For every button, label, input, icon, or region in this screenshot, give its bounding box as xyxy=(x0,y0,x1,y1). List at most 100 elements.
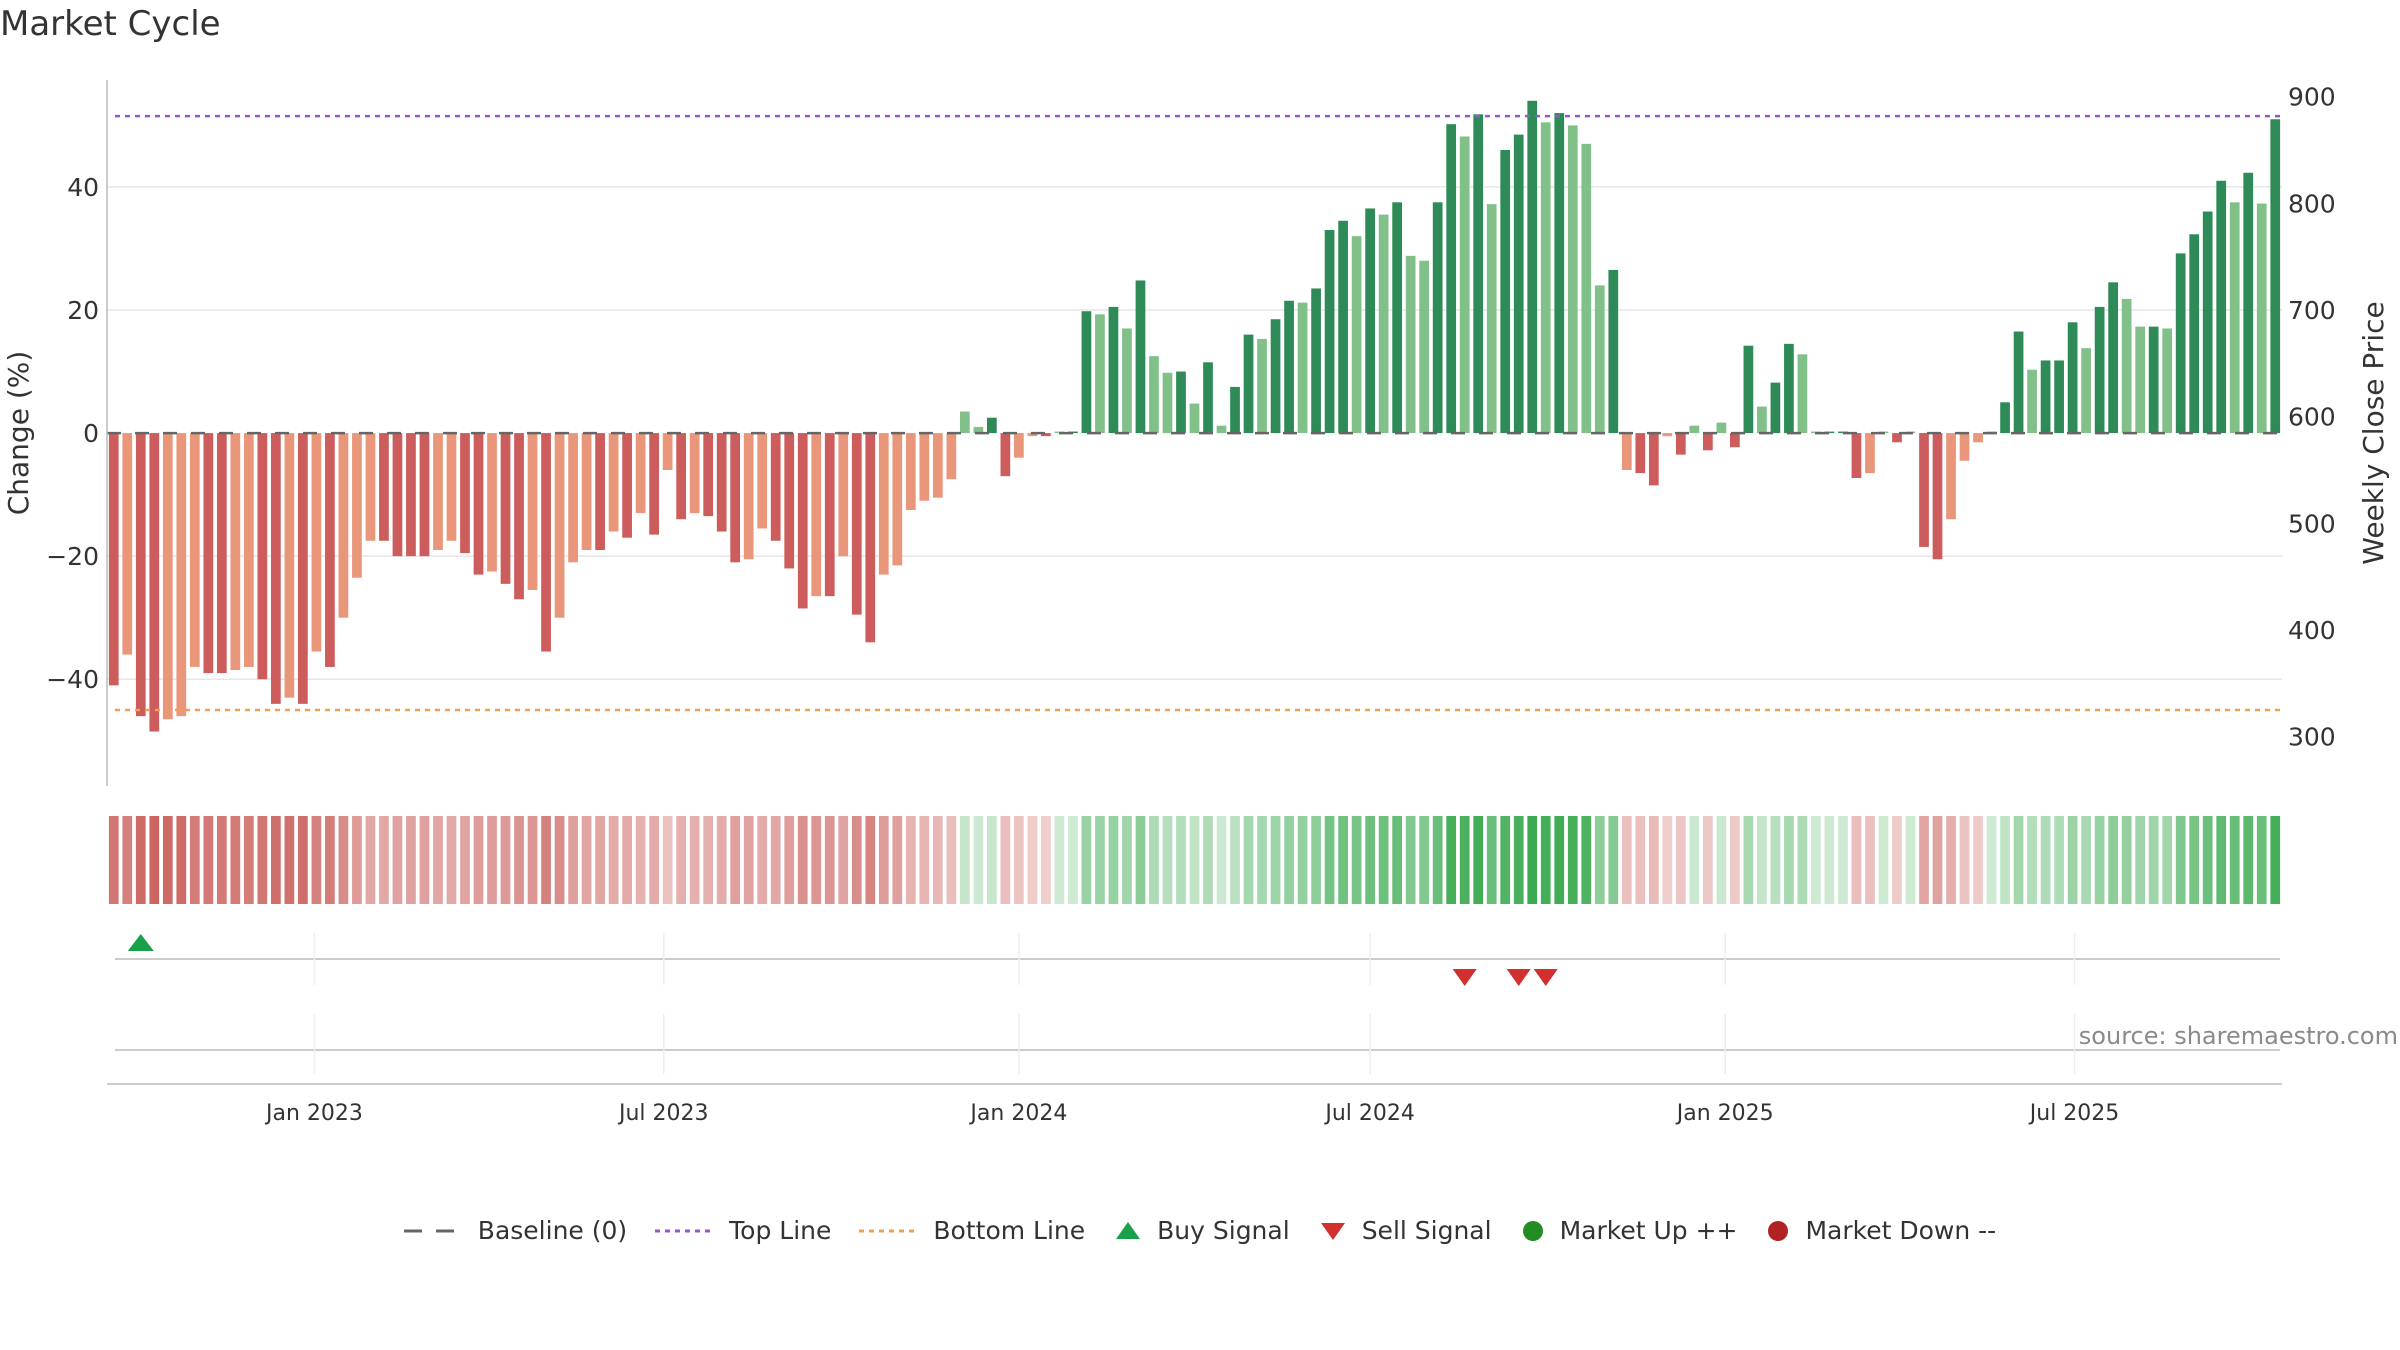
heat-cell xyxy=(1594,816,1605,904)
legend-label-baseline: Baseline (0) xyxy=(477,1216,628,1245)
heat-cell xyxy=(1311,816,1321,904)
chart-bar xyxy=(608,433,619,532)
heat-cell xyxy=(1284,816,1294,904)
chart-bar xyxy=(946,433,957,480)
heat-cell xyxy=(946,816,957,904)
heat-cell xyxy=(257,816,268,904)
chart-bar xyxy=(1784,343,1794,434)
chart-bar xyxy=(2175,253,2186,434)
chart-bar xyxy=(338,433,349,618)
chart-bar xyxy=(1892,433,1902,443)
chart-bar xyxy=(1554,113,1565,434)
legend-label-top-line: Top Line xyxy=(729,1216,832,1245)
heat-cell xyxy=(2081,816,2091,904)
chart-bar xyxy=(1365,208,1375,434)
chart-bar xyxy=(676,433,687,520)
heat-cell xyxy=(2000,816,2010,904)
chart-bar xyxy=(1946,433,1956,520)
sell-signal-marker xyxy=(1533,969,1558,986)
heat-cell xyxy=(433,816,443,904)
chart-bar xyxy=(595,433,605,550)
heat-cell xyxy=(2148,816,2159,904)
top-line-swatch-icon xyxy=(655,1229,716,1232)
heat-cell xyxy=(2202,816,2213,904)
heat-cell xyxy=(1784,816,1794,904)
heat-cell xyxy=(298,816,308,904)
chart-bar xyxy=(568,433,578,563)
heat-cell xyxy=(406,816,416,904)
heat-cell xyxy=(284,816,295,904)
heat-cell xyxy=(1243,816,1254,904)
chart-bar xyxy=(689,433,700,514)
heat-cell xyxy=(149,816,160,904)
heat-cell xyxy=(1838,816,1848,904)
heat-cell xyxy=(1973,816,1983,904)
chart-bar xyxy=(649,433,659,535)
chart-bar xyxy=(2013,331,2024,434)
heat-cell xyxy=(2027,816,2037,904)
chart-bar xyxy=(1324,230,1335,434)
legend-bottom-line: Bottom Line xyxy=(859,1216,1085,1245)
heat-cell xyxy=(1932,816,1943,904)
legend-label-sell: Sell Signal xyxy=(1361,1216,1492,1245)
bottom-line-swatch-icon xyxy=(859,1229,920,1232)
chart-bar xyxy=(1567,125,1578,434)
sell-triangle-icon xyxy=(1320,1222,1345,1240)
heat-cell xyxy=(730,816,741,904)
heat-cell xyxy=(271,816,281,904)
chart-bar xyxy=(2135,326,2146,434)
chart-bar xyxy=(298,433,308,704)
chart-bar xyxy=(2189,234,2200,434)
heat-cell xyxy=(1811,816,1821,904)
chart-bar xyxy=(1284,300,1294,434)
heat-cell xyxy=(2189,816,2200,904)
heat-cell xyxy=(581,816,592,904)
heat-cell xyxy=(635,816,646,904)
heat-cell xyxy=(757,816,768,904)
chart-bar xyxy=(1203,362,1213,434)
chart-bar xyxy=(1621,433,1632,470)
heat-cell xyxy=(919,816,930,904)
heat-cell xyxy=(1851,816,1862,904)
chart-bar xyxy=(243,433,254,667)
chart-bar xyxy=(365,433,376,541)
y2-tick-label: 700 xyxy=(2288,296,2336,325)
chart-bar xyxy=(1824,431,1835,434)
heat-cell xyxy=(703,816,714,904)
heat-cell xyxy=(2013,816,2024,904)
grid-layer xyxy=(107,186,2282,680)
y-tick-label: −20 xyxy=(46,542,99,571)
chart-bar xyxy=(2148,326,2159,434)
chart-bar xyxy=(1446,124,1457,434)
chart-bar xyxy=(2243,172,2254,434)
chart-bar xyxy=(230,433,241,670)
chart-bar xyxy=(1648,433,1659,486)
chart-bar xyxy=(770,433,781,541)
chart-bar xyxy=(1122,328,1132,434)
heat-cell xyxy=(554,816,565,904)
chart-bar xyxy=(1716,422,1727,434)
chart-bar xyxy=(1851,433,1862,478)
chart-bar xyxy=(216,433,227,674)
x-tick-label: Jan 2024 xyxy=(968,1101,1067,1126)
heat-cell xyxy=(2040,816,2051,904)
chart-bar xyxy=(203,433,214,674)
y-axis-label: Change (%) xyxy=(2,351,35,516)
chart-bar xyxy=(2270,119,2281,434)
chart-bar xyxy=(1419,260,1430,434)
chart-bar xyxy=(986,417,997,434)
heat-cell xyxy=(1635,816,1646,904)
chart-bar xyxy=(325,433,335,667)
heat-cell xyxy=(514,816,524,904)
chart-bar xyxy=(1230,386,1240,434)
chart-bar xyxy=(1216,425,1227,434)
heat-cell xyxy=(1986,816,1997,904)
chart-bar xyxy=(1162,372,1173,434)
chart-bar xyxy=(2094,306,2105,434)
chart-bar xyxy=(541,433,551,652)
heat-cell xyxy=(338,816,349,904)
legend-label-buy: Buy Signal xyxy=(1157,1216,1290,1245)
chart-bar xyxy=(757,433,768,529)
chart-bar xyxy=(2121,298,2132,434)
chart-bar xyxy=(162,433,173,720)
